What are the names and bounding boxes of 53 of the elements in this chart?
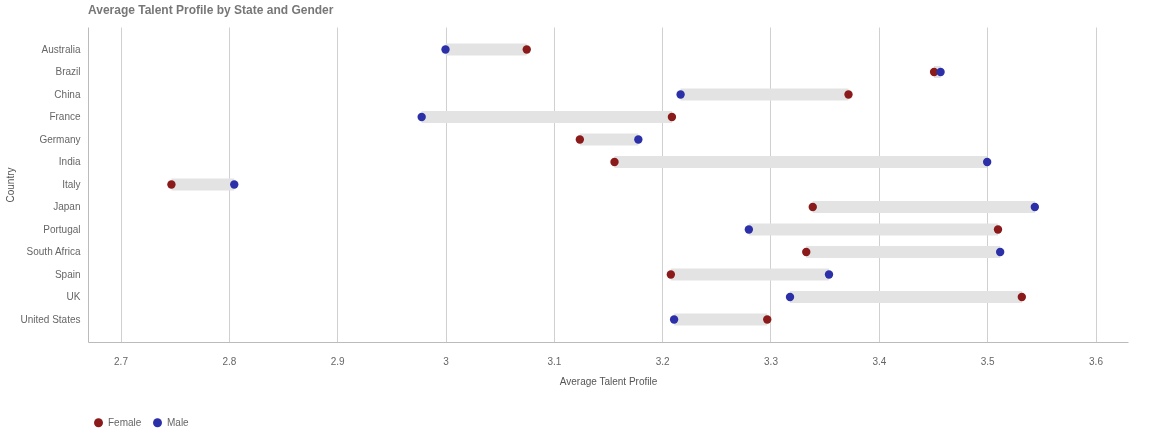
point xyxy=(808,202,817,212)
y-tick-label: China xyxy=(54,88,81,100)
x-tick-label: 3.6 xyxy=(1089,355,1104,367)
point xyxy=(995,247,1005,257)
point xyxy=(666,270,676,279)
point xyxy=(441,45,450,54)
legend-label: Male xyxy=(167,416,190,428)
x-tick-label: 3.2 xyxy=(655,355,671,367)
point xyxy=(824,270,834,279)
point xyxy=(575,135,585,144)
x-tick-label: 2.7 xyxy=(114,355,129,367)
y-axis-title: Country xyxy=(5,167,17,203)
y-tick-label: United States xyxy=(20,313,81,325)
x-tick-label: 3 xyxy=(443,355,450,367)
x-tick-label: 2.9 xyxy=(330,355,346,367)
point xyxy=(785,292,795,302)
point xyxy=(676,90,685,99)
point xyxy=(936,67,945,77)
legend-label: Female xyxy=(108,416,142,428)
y-tick-label: UK xyxy=(66,291,81,302)
point xyxy=(982,157,992,167)
y-tick-label: Italy xyxy=(62,178,81,190)
point xyxy=(167,180,176,189)
point xyxy=(522,45,531,54)
x-tick-label: 3.3 xyxy=(764,355,779,367)
point xyxy=(844,90,853,99)
y-tick-label: Germany xyxy=(39,133,81,145)
x-tick-label: 2.8 xyxy=(222,355,237,367)
y-tick-label: Japan xyxy=(53,201,81,212)
x-tick-label: 3.4 xyxy=(872,355,887,367)
x-axis-title: Average Talent Profile xyxy=(559,375,658,387)
point xyxy=(763,315,772,324)
point xyxy=(1030,202,1040,212)
point xyxy=(1017,292,1027,302)
point xyxy=(417,112,426,122)
y-tick-label: India xyxy=(58,156,81,167)
x-tick-label: 3.1 xyxy=(547,355,562,367)
point xyxy=(802,247,811,257)
x-tick-label: 3.5 xyxy=(980,355,996,367)
y-tick-label: Portugal xyxy=(43,223,81,235)
point xyxy=(610,157,619,167)
point xyxy=(669,315,679,324)
point xyxy=(634,135,643,144)
chart-title: Average Talent Profile by State and Gender xyxy=(88,3,334,17)
y-tick-label: France xyxy=(49,111,81,122)
point xyxy=(667,112,677,122)
y-tick-label: Australia xyxy=(41,43,81,55)
point xyxy=(744,225,754,234)
y-tick-label: Brazil xyxy=(55,66,81,77)
y-tick-label: Spain xyxy=(54,268,81,280)
y-tick-label: South Africa xyxy=(26,246,81,257)
point xyxy=(993,225,1003,234)
point xyxy=(230,180,239,189)
